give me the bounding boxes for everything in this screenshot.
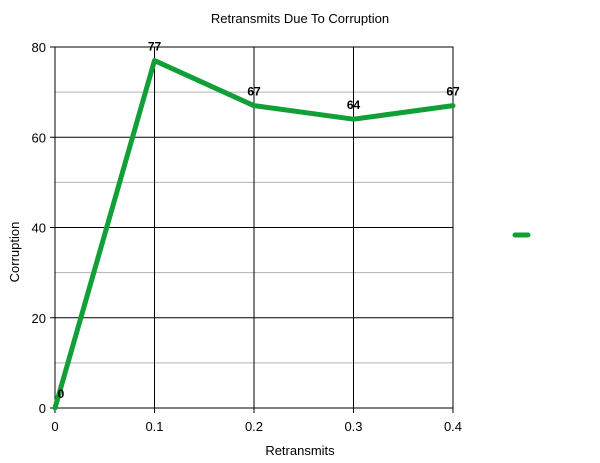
data-label: 67	[446, 85, 460, 99]
y-axis-label: Corruption	[7, 222, 22, 283]
chart-title: Retransmits Due To Corruption	[211, 11, 389, 26]
x-tick-label: 0	[51, 419, 58, 434]
y-tick-label: 40	[32, 221, 46, 236]
y-tick-label: 60	[32, 130, 46, 145]
y-tick-label: 80	[32, 40, 46, 55]
y-tick-label: 0	[39, 401, 46, 416]
data-label: 77	[148, 40, 162, 54]
y-tick-label: 20	[32, 311, 46, 326]
major-gridlines	[54, 46, 454, 409]
x-tick-label: 0.4	[444, 419, 462, 434]
data-label: 0	[58, 387, 65, 401]
data-labels: 0 77 67 64 67	[58, 40, 460, 401]
series-line	[52, 58, 456, 411]
x-axis-ticks: 0 0.1 0.2 0.3 0.4	[51, 408, 462, 434]
x-tick-label: 0.2	[245, 419, 263, 434]
data-label: 64	[347, 98, 361, 112]
x-tick-label: 0.1	[145, 419, 163, 434]
y-axis-ticks: 0 20 40 60 80	[32, 40, 55, 416]
data-label: 67	[247, 85, 261, 99]
x-tick-label: 0.3	[344, 419, 362, 434]
x-axis-label: Retransmits	[265, 443, 335, 458]
series-lines	[52, 58, 456, 411]
